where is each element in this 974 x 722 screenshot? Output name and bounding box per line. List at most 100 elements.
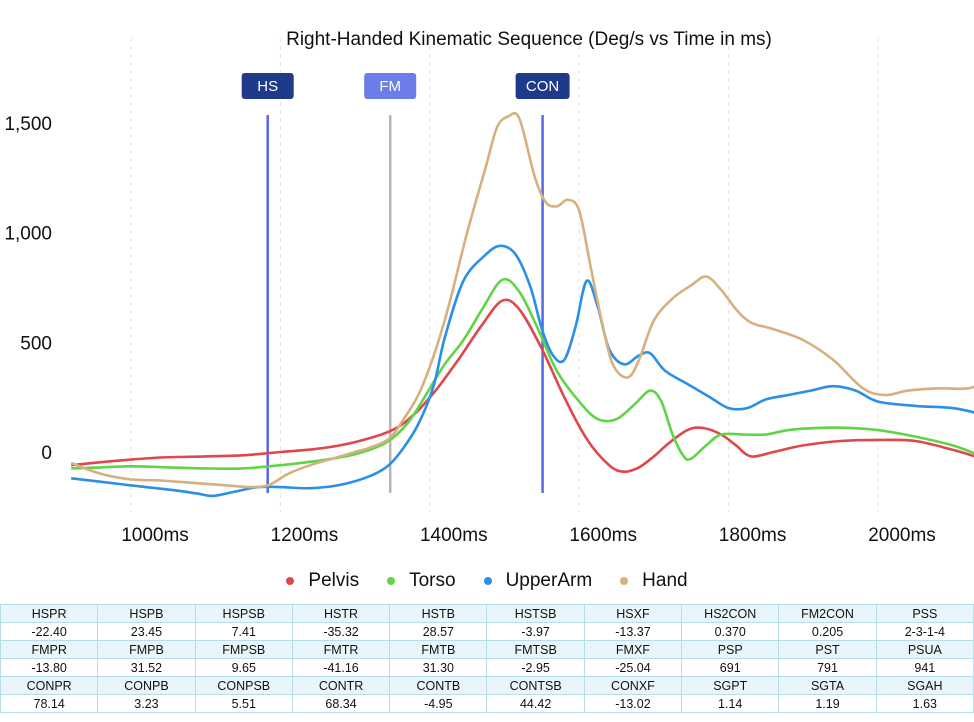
metric-header-cell: CONTR xyxy=(291,676,391,695)
legend-label: Torso xyxy=(409,570,456,591)
metric-value-cell: -2.95 xyxy=(486,658,585,677)
metric-header-cell: SGPT xyxy=(681,676,780,695)
metric-header-cell: FMTR xyxy=(291,640,391,659)
metric-value-cell: 68.34 xyxy=(291,694,391,713)
legend-dot-icon xyxy=(483,577,492,585)
metric-header-cell: PSUA xyxy=(875,640,974,659)
metric-header-cell: PST xyxy=(778,640,877,659)
x-tick-label: 1400ms xyxy=(420,525,488,546)
metric-header-cell: CONPR xyxy=(0,676,99,695)
y-tick-label: 0 xyxy=(41,443,52,464)
legend-dot-icon xyxy=(620,577,629,585)
x-tick-label: 2000ms xyxy=(868,525,936,546)
metric-header-cell: FM2CON xyxy=(778,604,877,623)
metric-header-cell: HS2CON xyxy=(681,604,780,623)
metric-header-cell: HSPR xyxy=(0,604,99,623)
x-tick-label: 1800ms xyxy=(719,525,787,546)
metric-header-cell: PSP xyxy=(681,640,780,659)
metric-header-cell: HSTR xyxy=(291,604,391,623)
metric-value-cell: 941 xyxy=(875,658,974,677)
legend-label: UpperArm xyxy=(505,570,593,591)
metric-value-cell: 3.23 xyxy=(97,694,196,713)
y-tick-label: 500 xyxy=(20,333,52,354)
metric-value-cell: -4.95 xyxy=(389,694,488,713)
legend-item-torso[interactable]: Torso xyxy=(387,570,456,592)
metric-header-cell: FMXF xyxy=(583,640,683,659)
metric-header-cell: HSXF xyxy=(583,604,683,623)
series-lines xyxy=(70,111,974,498)
metric-value-cell: -13.80 xyxy=(0,658,99,677)
metric-value-cell: 31.30 xyxy=(389,658,488,677)
marker-badge-con xyxy=(515,73,570,99)
metric-value-cell: -22.40 xyxy=(0,622,99,641)
metric-value-cell: -35.32 xyxy=(291,622,391,641)
marker-badge-hs xyxy=(241,73,294,99)
legend-label: Hand xyxy=(642,570,688,591)
legend-label: Pelvis xyxy=(308,570,360,591)
series-line-pelvis xyxy=(71,298,974,474)
metric-value-cell: 1.63 xyxy=(875,694,974,713)
marker-label: HS xyxy=(257,78,278,95)
x-tick-label: 1000ms xyxy=(121,525,189,546)
series-line-torso xyxy=(71,277,974,471)
metric-value-cell: -3.97 xyxy=(486,622,585,641)
series-line-upperarm xyxy=(71,244,974,498)
metric-value-cell: 1.19 xyxy=(778,694,877,713)
metric-header-cell: CONPSB xyxy=(194,676,293,695)
metrics-value-row: 78.14 3.23 5.51 68.34 -4.95 44.42 -13.02 1.14 1.… xyxy=(0,694,974,713)
metric-header-cell: HSPB xyxy=(97,604,196,623)
legend-item-pelvis[interactable]: Pelvis xyxy=(286,570,359,592)
metric-value-cell: -25.04 xyxy=(583,658,683,677)
metric-header-cell: SGTA xyxy=(778,676,877,695)
metric-header-cell: HSTSB xyxy=(486,604,585,623)
metric-header-cell: FMPB xyxy=(97,640,196,659)
metric-value-cell: 5.51 xyxy=(194,694,293,713)
marker-badge-fm xyxy=(364,73,417,99)
event-marker-lines xyxy=(266,115,544,493)
metric-value-cell: 2-3-1-4 xyxy=(875,622,974,641)
metrics-header-row: FMPR FMPB FMPSB FMTR FMTB FMTSB FMXF PSP PST PSUA xyxy=(0,640,974,659)
metric-header-cell: CONPB xyxy=(97,676,196,695)
legend-item-hand[interactable]: Hand xyxy=(620,570,688,592)
metric-value-cell: 9.65 xyxy=(194,658,293,677)
metric-value-cell: 31.52 xyxy=(97,658,196,677)
metric-header-cell: CONXF xyxy=(583,676,683,695)
metric-header-cell: FMTSB xyxy=(486,640,585,659)
metric-header-cell: FMTB xyxy=(389,640,488,659)
y-tick-label: 1,500 xyxy=(4,114,52,135)
metrics-header-row: HSPR HSPB HSPSB HSTR HSTB HSTSB HSXF HS2CON FM2C… xyxy=(0,604,974,623)
metric-header-cell: SGAH xyxy=(875,676,974,695)
chart-legend: Pelvis Torso UpperArm Hand xyxy=(0,568,974,594)
metric-value-cell: 78.14 xyxy=(0,694,99,713)
metric-header-cell: HSPSB xyxy=(194,604,293,623)
metric-header-cell: FMPR xyxy=(0,640,99,659)
metrics-value-row: -13.80 31.52 9.65 -41.16 31.30 -2.95 -25.04 691… xyxy=(0,658,974,677)
event-marker-badges: HS FM CON xyxy=(241,73,570,99)
y-tick-label: 1,000 xyxy=(4,224,52,245)
metrics-value-row: -22.40 23.45 7.41 -35.32 28.57 -3.97 -13.37 0.3… xyxy=(0,622,974,641)
grid xyxy=(130,38,879,512)
metric-header-cell: HSTB xyxy=(389,604,488,623)
metrics-header-row: CONPR CONPB CONPSB CONTR CONTB CONTSB CONXF SGP… xyxy=(0,676,974,695)
metric-value-cell: -13.37 xyxy=(583,622,683,641)
metric-value-cell: 0.205 xyxy=(778,622,877,641)
marker-label: CON xyxy=(526,78,559,95)
x-tick-label: 1200ms xyxy=(271,525,339,546)
metric-header-cell: FMPSB xyxy=(194,640,293,659)
metric-value-cell: 28.57 xyxy=(389,622,488,641)
chart-title: Right-Handed Kinematic Sequence (Deg/s v… xyxy=(286,29,772,50)
metric-value-cell: 23.45 xyxy=(97,622,196,641)
x-axis: 1000ms 1200ms 1400ms 1600ms 1800ms 2000ms xyxy=(121,525,936,546)
metric-value-cell: 691 xyxy=(681,658,780,677)
legend-item-upperarm[interactable]: UpperArm xyxy=(483,570,593,592)
kinematic-chart: Right-Handed Kinematic Sequence (Deg/s v… xyxy=(4,29,974,546)
metric-header-cell: CONTSB xyxy=(486,676,585,695)
metrics-table: HSPR HSPB HSPSB HSTR HSTB HSTSB HSXF HS2CON FM2C… xyxy=(0,604,974,713)
legend-dot-icon xyxy=(286,577,295,585)
metric-value-cell: 7.41 xyxy=(194,622,293,641)
y-axis: 0 500 1,000 1,500 xyxy=(4,114,52,464)
metric-value-cell: 44.42 xyxy=(486,694,585,713)
legend-dot-icon xyxy=(387,577,396,585)
x-tick-label: 1600ms xyxy=(569,525,637,546)
metric-value-cell: -41.16 xyxy=(291,658,391,677)
